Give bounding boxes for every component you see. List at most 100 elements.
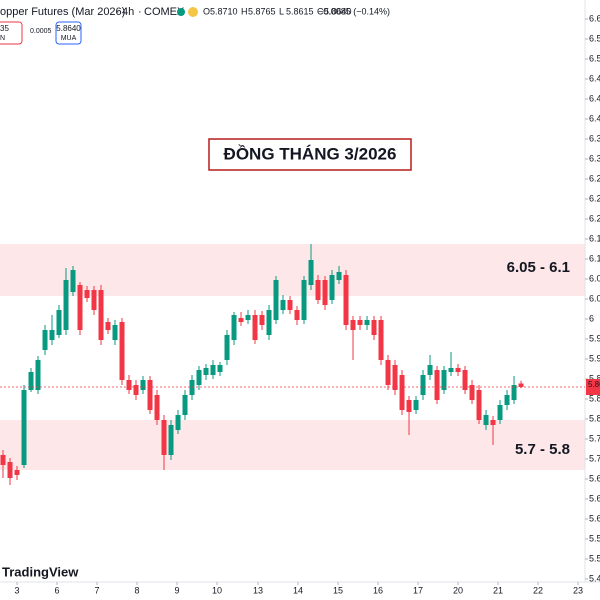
candle-body — [231, 315, 237, 340]
y-tick-label: 5.8 — [589, 413, 600, 423]
y-tick-label: 5.76 — [589, 433, 600, 443]
y-tick-label: 6.6 — [589, 13, 600, 23]
delay-badge — [188, 7, 198, 17]
y-tick-label: 5.92 — [589, 353, 600, 363]
candle-body — [56, 310, 62, 335]
candle-body — [189, 380, 195, 395]
status-dot — [177, 8, 185, 16]
x-tick-label: 9 — [175, 585, 180, 595]
candle-body — [182, 395, 188, 415]
y-tick-label: 6.56 — [589, 33, 600, 43]
zone — [0, 420, 585, 470]
candle-body — [322, 280, 328, 305]
candle-body — [315, 280, 321, 300]
x-tick-label: 3 — [15, 585, 20, 595]
candle-body — [28, 372, 34, 390]
candle-body — [175, 415, 181, 430]
candle-body — [329, 275, 335, 300]
candle-body — [119, 322, 125, 380]
candle-body — [357, 320, 363, 325]
x-tick-label: 16 — [373, 585, 383, 595]
candle-body — [14, 470, 20, 475]
y-tick-label: 6.28 — [589, 173, 600, 183]
candle-body — [343, 275, 349, 325]
sell-button[interactable] — [0, 21, 23, 45]
candle-body — [0, 455, 6, 465]
candle-body — [196, 370, 202, 385]
candle-body — [294, 310, 300, 320]
candle-body — [133, 385, 139, 395]
y-tick-label: 6.16 — [589, 233, 600, 243]
candle-body — [483, 415, 489, 425]
candle-body — [364, 320, 370, 325]
y-tick-label: 5.52 — [589, 553, 600, 563]
zone-label: 5.7 - 5.8 — [515, 441, 570, 458]
candle-body — [77, 285, 83, 330]
y-tick-label: 6.24 — [589, 193, 600, 203]
candle-body — [154, 395, 160, 420]
x-tick-label: 7 — [95, 585, 100, 595]
candle-body — [280, 300, 286, 310]
sell-price: 35 — [0, 24, 9, 33]
spread: 0.0005 — [30, 28, 52, 35]
candle-body — [287, 300, 293, 310]
ohlc-key: O — [203, 6, 210, 16]
candle-body — [49, 330, 55, 340]
candle-body — [308, 260, 314, 285]
buy-button[interactable] — [55, 21, 82, 45]
candle-body — [350, 320, 356, 330]
y-tick-label: 6.36 — [589, 133, 600, 143]
y-tick-label: 6 — [589, 313, 594, 323]
y-tick-label: 5.6 — [589, 513, 600, 523]
y-tick-label: 5.72 — [589, 453, 600, 463]
x-tick-label: 21 — [493, 585, 503, 595]
candle-body — [441, 370, 447, 390]
zone-label: 6.05 - 6.1 — [507, 259, 570, 276]
symbol: opper Futures (Mar 2026) — [0, 6, 125, 18]
y-tick-label: 6.04 — [589, 293, 600, 303]
candle-body — [168, 425, 174, 455]
candle-body — [91, 290, 97, 310]
y-tick-label: 5.68 — [589, 473, 600, 483]
ohlc-value: 5.8710 — [210, 6, 238, 16]
candle-body — [140, 380, 146, 390]
candle-body — [245, 315, 251, 320]
candle-body — [126, 380, 132, 390]
y-tick-label: 5.84 — [589, 393, 600, 403]
candle-body — [406, 400, 412, 412]
candle-body — [497, 405, 503, 420]
y-tick-label: 6.08 — [589, 273, 600, 283]
exchange: COMEX — [144, 6, 185, 18]
y-tick-label: 6.32 — [589, 153, 600, 163]
chart-title: ĐỒNG THÁNG 3/2026 — [224, 144, 397, 163]
candle-body — [399, 375, 405, 410]
candle-body — [266, 310, 272, 335]
candle-body — [504, 395, 510, 405]
x-tick-label: 17 — [413, 585, 423, 595]
change: −0.0085 (−0.14%) — [318, 6, 390, 16]
x-tick-label: 13 — [253, 585, 263, 595]
candle-body — [210, 365, 216, 375]
candle-body — [420, 375, 426, 395]
candle-body — [336, 272, 342, 280]
last-price-badge — [586, 379, 600, 395]
candle-body — [434, 370, 440, 400]
candle-body — [301, 280, 307, 320]
candle-body — [224, 335, 230, 360]
ohlc-value: 5.8615 — [286, 6, 314, 16]
y-tick-label: 6.2 — [589, 213, 600, 223]
candle-body — [21, 390, 27, 465]
ohlc-value: 5.8640 — [324, 6, 352, 16]
candle-body — [490, 420, 496, 425]
candle-body — [259, 315, 265, 325]
ohlc-value: 5.8765 — [248, 6, 276, 16]
x-tick-label: 23 — [573, 585, 583, 595]
dot: · — [138, 6, 142, 18]
buy-label: MUA — [61, 35, 77, 42]
y-tick-label: 5.96 — [589, 333, 600, 343]
x-tick-label: 14 — [293, 585, 303, 595]
y-tick-label: 5.56 — [589, 533, 600, 543]
candle-body — [385, 360, 391, 385]
candle-body — [427, 365, 433, 375]
